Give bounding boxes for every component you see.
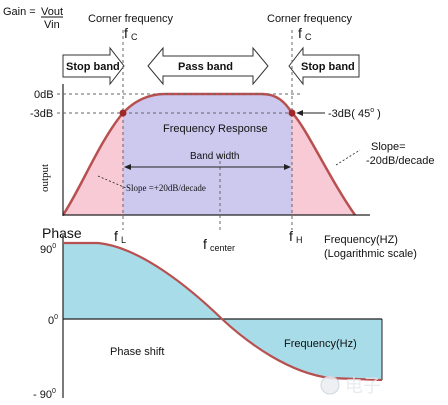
phase-fill-positive xyxy=(63,243,222,319)
fcenter-sub: center xyxy=(210,243,235,253)
gain-denominator: Vin xyxy=(44,19,60,31)
phase-frequency-label: Frequency(Hz) xyxy=(284,338,357,350)
stop-band-left-arrow xyxy=(62,46,125,86)
stop-band-right-label: Stop band xyxy=(301,61,355,73)
corner-right-symbol: f xyxy=(298,25,302,41)
frequency-axis-label: Frequency(HZ) xyxy=(324,234,398,246)
frequency-axis-scale: (Logarithmic scale) xyxy=(324,248,417,260)
fcenter-symbol: f xyxy=(203,236,207,252)
slope-right-pointer xyxy=(335,149,361,166)
bandwidth-label: Band width xyxy=(190,151,239,162)
corner-right-sub: C xyxy=(305,32,312,42)
slope-right-line2: -20dB/decade xyxy=(366,155,435,167)
watermark-logo: 电子 xyxy=(320,375,381,396)
corner-left-symbol: f xyxy=(124,25,128,41)
corner-frequency-right: Corner frequency f C xyxy=(267,13,352,42)
frequency-axis-labels: f L f center f H Frequency(HZ) (Logarith… xyxy=(114,228,417,260)
frequency-response-label: Frequency Response xyxy=(163,123,268,135)
corner-frequency-left: Corner frequency f C xyxy=(88,13,173,42)
fh-sub: H xyxy=(296,235,303,245)
watermark-text: 电子 xyxy=(345,376,381,396)
bandwidth-arrow-right xyxy=(284,164,291,170)
slope-right-line1: Slope= xyxy=(371,141,406,153)
corner-right-title: Corner frequency xyxy=(267,13,352,25)
tick-0db: 0dB xyxy=(34,89,54,101)
passband-fill xyxy=(123,94,292,215)
slope-left-label: Slope =+20dB/decade xyxy=(126,183,206,193)
cutoff-arrow-head xyxy=(296,110,303,116)
pass-band-arrow xyxy=(147,46,269,86)
cutoff-point-high xyxy=(288,109,296,117)
gain-lhs: Gain = xyxy=(3,6,36,18)
fl-sub: L xyxy=(121,235,126,245)
magnitude-ylabel: output xyxy=(39,164,51,192)
stop-band-left-label: Stop band xyxy=(66,61,120,73)
cutoff-label: -3dB( 45o ) xyxy=(328,107,381,120)
gain-formula: Gain = Vout Vin xyxy=(3,6,63,31)
phase-curve xyxy=(63,241,383,382)
magnitude-plot: 0dB -3dB output -3dB( 45o ) Frequency Re… xyxy=(30,30,435,230)
slope-left-pointer xyxy=(97,175,127,189)
phase-plot: Phase 900 00 - 900 Phase shift Frequency… xyxy=(33,225,383,401)
corner-left-sub: C xyxy=(131,32,138,42)
corner-left-title: Corner frequency xyxy=(88,13,173,25)
gain-numerator: Vout xyxy=(41,6,63,18)
bandwidth-arrow-left xyxy=(124,164,131,170)
fh-symbol: f xyxy=(289,228,293,244)
phase-fill-negative xyxy=(222,319,382,380)
tick-90: 900 xyxy=(40,243,56,256)
tick-minus-90: - 900 xyxy=(33,388,56,401)
cutoff-point-low xyxy=(119,109,127,117)
phase-shift-label: Phase shift xyxy=(110,346,164,358)
pass-band-label: Pass band xyxy=(178,61,233,73)
stop-band-right-arrow xyxy=(288,46,360,86)
band-arrows: Stop band Pass band Stop band xyxy=(62,46,360,86)
fl-symbol: f xyxy=(114,228,118,244)
tick-minus-3db: -3dB xyxy=(30,108,53,120)
tick-0: 00 xyxy=(48,314,58,327)
phase-title: Phase xyxy=(42,225,82,241)
watermark-emblem-icon xyxy=(320,375,340,395)
